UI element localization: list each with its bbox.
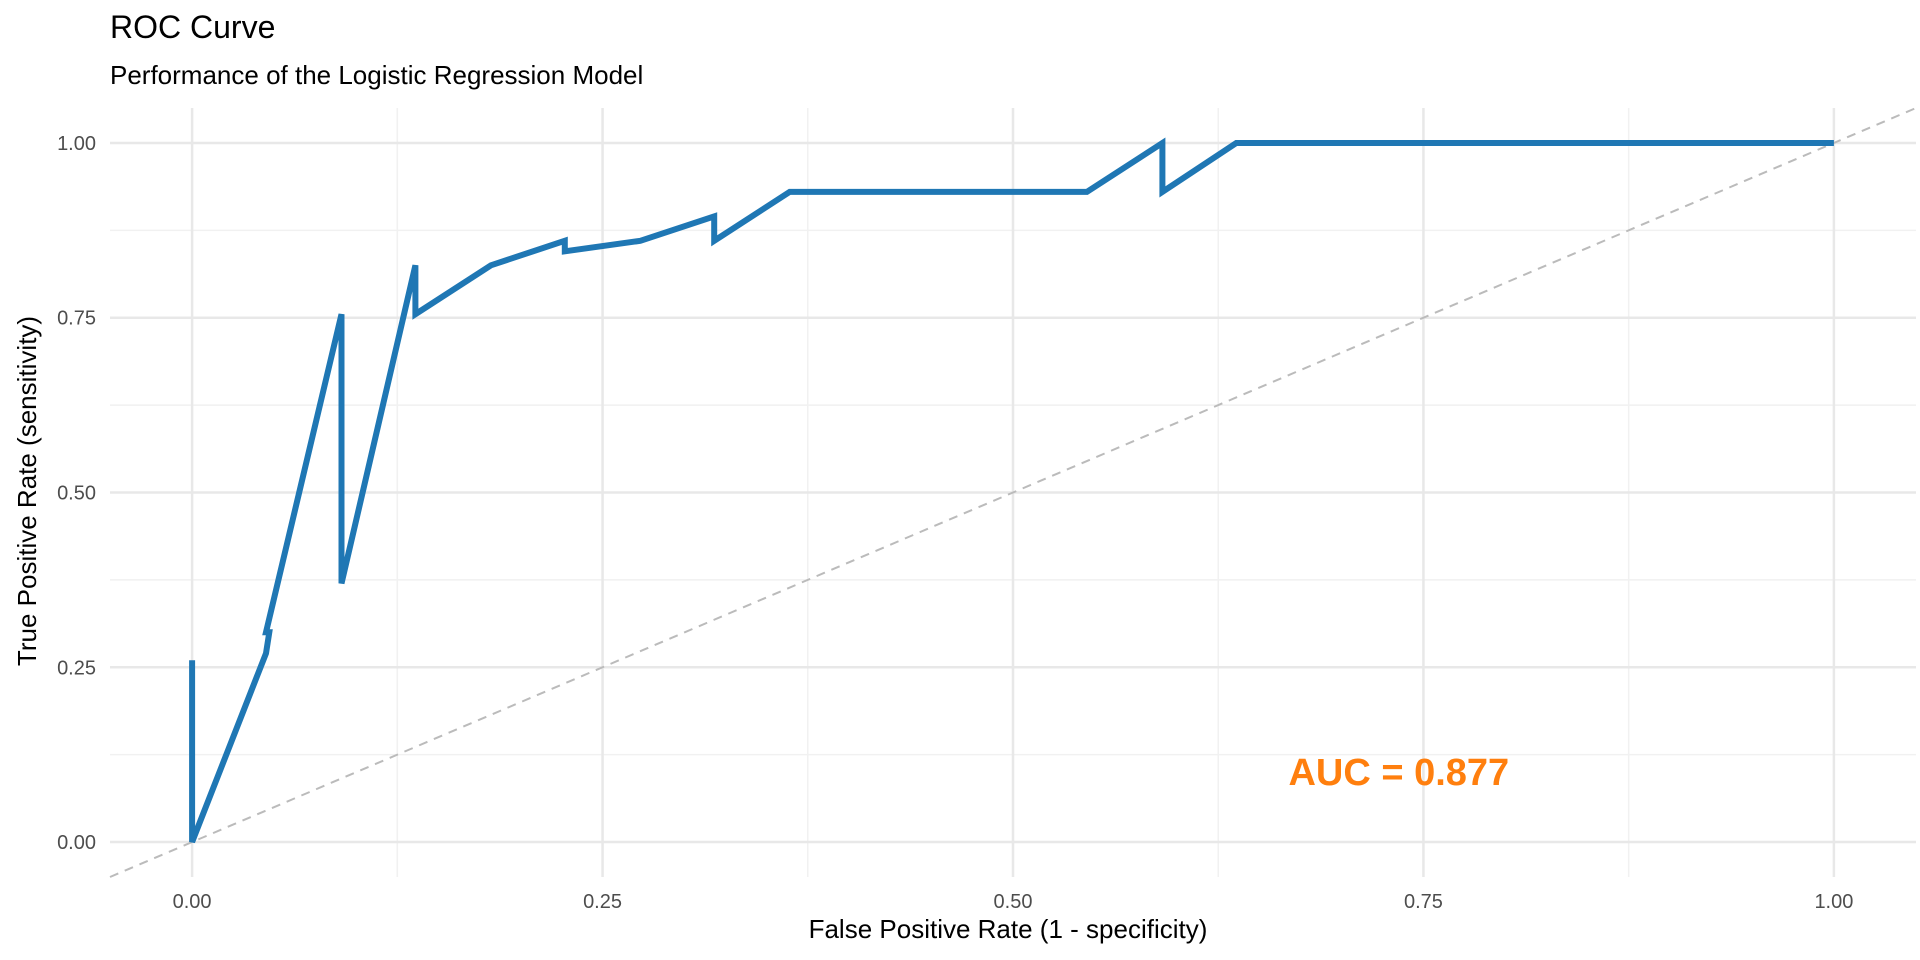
x-tick-label: 1.00	[1814, 891, 1853, 913]
y-tick-label: 0.00	[57, 832, 96, 854]
x-tick-label: 0.75	[1404, 891, 1443, 913]
y-axis-title: True Positive Rate (sensitivity)	[12, 316, 42, 666]
x-tick-label: 0.50	[994, 891, 1033, 913]
y-tick-label: 0.50	[57, 483, 96, 505]
reference-line-layer	[109, 107, 1917, 878]
roc-curve-line	[189, 137, 1834, 844]
y-tick-label: 0.25	[57, 657, 96, 679]
y-tick-labels: 0.00 0.25 0.50 0.75 1.00	[57, 133, 96, 854]
x-tick-label: 0.00	[173, 891, 212, 913]
x-tick-labels: 0.00 0.25 0.50 0.75 1.00	[173, 891, 1854, 913]
x-axis-title: False Positive Rate (1 - specificity)	[809, 914, 1208, 944]
series-layer	[189, 137, 1834, 844]
diagonal-reference-line	[109, 107, 1917, 878]
chart-subtitle: Performance of the Logistic Regression M…	[110, 60, 643, 90]
chart-title: ROC Curve	[110, 9, 275, 45]
x-tick-label: 0.25	[583, 891, 622, 913]
y-tick-label: 1.00	[57, 133, 96, 155]
major-grid	[110, 108, 1916, 877]
y-tick-label: 0.75	[57, 308, 96, 330]
auc-annotation: AUC = 0.877	[1288, 752, 1509, 794]
